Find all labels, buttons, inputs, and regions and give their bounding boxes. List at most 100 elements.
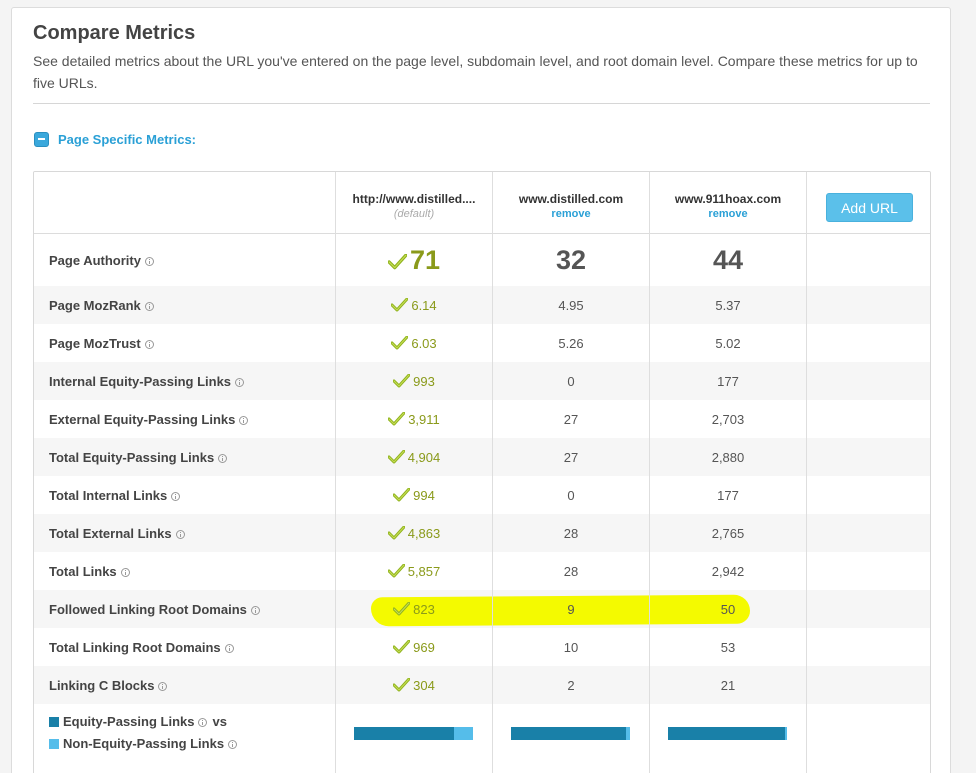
equity-portion bbox=[354, 727, 454, 740]
metric-values: 304 2 21 bbox=[34, 666, 930, 704]
check-icon bbox=[387, 564, 405, 578]
non-equity-portion bbox=[453, 727, 473, 740]
metric-label-text: Page Authority bbox=[49, 252, 141, 268]
best-value-cell: 994 bbox=[336, 476, 492, 514]
value-cell: 50 bbox=[650, 590, 806, 628]
metric-values: 823 9 50 bbox=[34, 590, 930, 628]
value-cell: 21 bbox=[650, 666, 806, 704]
info-icon[interactable] bbox=[235, 377, 245, 387]
metric-row: Page MozRank bbox=[34, 286, 930, 324]
best-value-cell: 4,904 bbox=[336, 438, 492, 476]
page-specific-metrics-toggle[interactable]: Page Specific Metrics: bbox=[34, 130, 196, 148]
info-icon[interactable] bbox=[158, 681, 168, 691]
add-url-button[interactable]: Add URL bbox=[826, 193, 913, 222]
page-description: See detailed metrics about the URL you'v… bbox=[33, 53, 918, 91]
info-icon[interactable] bbox=[144, 256, 154, 266]
metric-row: Total Linking Root Domains bbox=[34, 628, 930, 666]
metric-value: 304 bbox=[413, 677, 435, 693]
value-cell: 177 bbox=[650, 362, 806, 400]
metric-label: Total Linking Root Domains bbox=[49, 628, 234, 666]
non-equity-portion bbox=[784, 727, 787, 740]
metric-value: 44 bbox=[712, 244, 744, 275]
metric-value: 969 bbox=[413, 639, 435, 655]
remove-link[interactable]: remove bbox=[551, 208, 591, 220]
metric-value: 177 bbox=[717, 373, 739, 389]
value-cell: 28 bbox=[493, 552, 649, 590]
metric-value: 3,911 bbox=[408, 411, 440, 427]
info-icon[interactable] bbox=[218, 453, 228, 463]
column-header-1: http://www.distilled.... (default) bbox=[336, 172, 492, 234]
metric-value: 2,703 bbox=[711, 411, 745, 427]
info-icon[interactable] bbox=[250, 605, 260, 615]
metric-value: 28 bbox=[563, 525, 579, 541]
metric-label: Linking C Blocks bbox=[49, 666, 168, 704]
check-icon bbox=[387, 526, 405, 540]
check-icon bbox=[391, 298, 409, 312]
page-title: Compare Metrics bbox=[33, 22, 196, 44]
check-icon bbox=[393, 374, 411, 388]
check-icon bbox=[387, 450, 405, 464]
remove-link[interactable]: remove bbox=[708, 208, 748, 220]
compare-metrics-panel: Compare Metrics See detailed metrics abo… bbox=[11, 7, 951, 773]
metric-label-text: Total Internal Links bbox=[49, 487, 168, 503]
info-icon[interactable] bbox=[239, 415, 249, 425]
metric-row: Total Internal Links bbox=[34, 476, 930, 514]
metric-values: 994 0 177 bbox=[34, 476, 930, 514]
best-value-cell: 304 bbox=[336, 666, 492, 704]
info-icon[interactable] bbox=[224, 643, 234, 653]
value-cell: 2,880 bbox=[650, 438, 806, 476]
info-icon[interactable] bbox=[120, 567, 130, 577]
metric-label: Total Links bbox=[49, 552, 130, 590]
best-value-cell: 6.03 bbox=[336, 324, 492, 362]
metric-row: Page Authority bbox=[34, 234, 930, 286]
metric-value: 994 bbox=[413, 487, 435, 503]
metric-value: 27 bbox=[563, 411, 579, 427]
info-icon[interactable] bbox=[198, 718, 208, 727]
collapse-icon[interactable] bbox=[34, 131, 49, 147]
metric-row: Total Links bbox=[34, 552, 930, 590]
section-label: Page Specific Metrics: bbox=[58, 131, 196, 147]
info-icon[interactable] bbox=[175, 529, 185, 539]
value-cell: 5.02 bbox=[650, 324, 806, 362]
metric-label-text: Page MozRank bbox=[49, 297, 141, 313]
info-icon[interactable] bbox=[144, 339, 154, 349]
info-icon[interactable] bbox=[171, 491, 181, 501]
metric-label-text: Followed Linking Root Domains bbox=[49, 601, 247, 617]
equity-swatch bbox=[49, 716, 59, 727]
metric-label: Followed Linking Root Domains bbox=[49, 590, 260, 628]
info-icon[interactable] bbox=[144, 301, 154, 311]
metric-label: Total Equity-Passing Links bbox=[49, 438, 228, 476]
metric-values: 4,863 28 2,765 bbox=[34, 514, 930, 552]
best-value-cell: 969 bbox=[336, 628, 492, 666]
check-icon bbox=[393, 678, 411, 692]
check-icon bbox=[388, 412, 406, 426]
metric-value: 5.26 bbox=[558, 335, 584, 351]
metric-label: Total External Links bbox=[49, 514, 185, 552]
metric-values: 6.03 5.26 5.02 bbox=[34, 324, 930, 362]
metric-value: 27 bbox=[563, 449, 579, 465]
metric-value: 50 bbox=[720, 601, 736, 617]
metric-value: 6.03 bbox=[411, 335, 437, 351]
metric-values: 969 10 53 bbox=[34, 628, 930, 666]
metric-value: 0 bbox=[567, 487, 575, 503]
non-equity-portion bbox=[626, 727, 630, 740]
equity-ratio-bar bbox=[511, 727, 630, 740]
equity-ratio-bar bbox=[354, 727, 473, 740]
metric-values: 993 0 177 bbox=[34, 362, 930, 400]
value-cell: 2 bbox=[493, 666, 649, 704]
metric-values: 5,857 28 2,942 bbox=[34, 552, 930, 590]
column-divider bbox=[806, 172, 807, 773]
check-icon bbox=[393, 602, 411, 616]
metric-value: 10 bbox=[563, 639, 579, 655]
metric-value: 2,765 bbox=[711, 525, 745, 541]
metric-label-text: Total Equity-Passing Links bbox=[49, 449, 215, 465]
check-icon bbox=[393, 488, 411, 502]
metric-label: Page MozTrust bbox=[49, 324, 154, 362]
value-cell: 27 bbox=[493, 400, 649, 438]
info-icon[interactable] bbox=[228, 740, 238, 749]
metric-value: 21 bbox=[720, 677, 736, 693]
metric-value: 28 bbox=[563, 563, 579, 579]
value-cell: 177 bbox=[650, 476, 806, 514]
metric-label: External Equity-Passing Links bbox=[49, 400, 249, 438]
best-value-cell: 6.14 bbox=[336, 286, 492, 324]
